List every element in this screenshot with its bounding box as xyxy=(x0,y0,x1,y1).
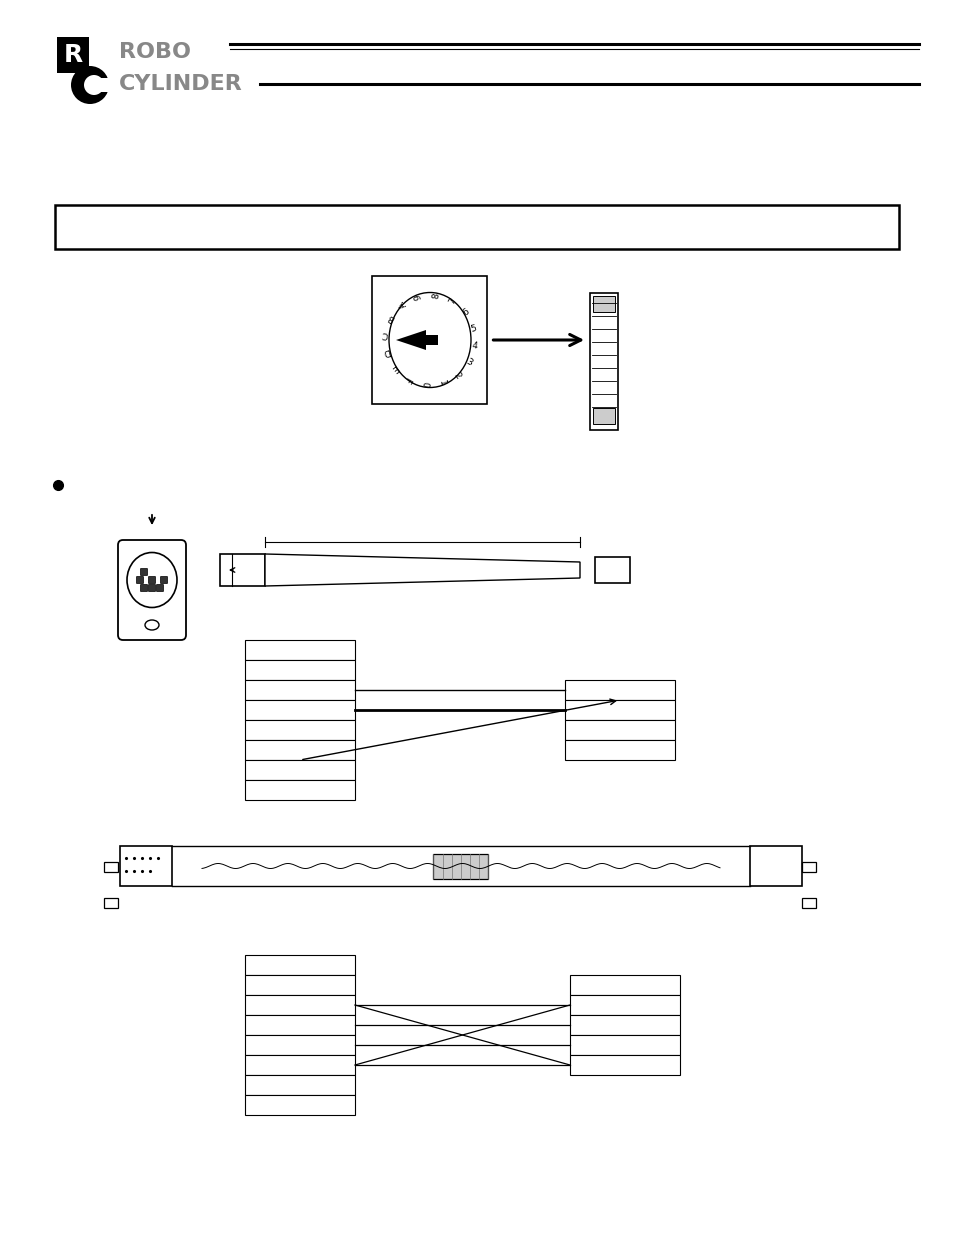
Polygon shape xyxy=(395,330,437,350)
FancyBboxPatch shape xyxy=(245,1035,355,1055)
Text: CYLINDER: CYLINDER xyxy=(119,74,242,94)
FancyBboxPatch shape xyxy=(245,1074,355,1095)
FancyBboxPatch shape xyxy=(220,555,265,585)
Polygon shape xyxy=(265,555,579,585)
Text: 2: 2 xyxy=(452,370,462,380)
FancyBboxPatch shape xyxy=(564,700,675,720)
FancyBboxPatch shape xyxy=(245,760,355,781)
Text: 1: 1 xyxy=(436,379,446,388)
FancyBboxPatch shape xyxy=(149,577,155,583)
FancyBboxPatch shape xyxy=(120,846,172,885)
FancyBboxPatch shape xyxy=(118,540,186,640)
FancyBboxPatch shape xyxy=(140,584,148,592)
Text: B: B xyxy=(386,312,395,322)
Text: E: E xyxy=(389,362,399,373)
FancyBboxPatch shape xyxy=(245,1015,355,1035)
FancyBboxPatch shape xyxy=(91,78,111,91)
FancyBboxPatch shape xyxy=(160,577,168,583)
FancyBboxPatch shape xyxy=(569,995,679,1015)
Text: 3: 3 xyxy=(464,357,474,368)
FancyBboxPatch shape xyxy=(136,577,143,583)
FancyBboxPatch shape xyxy=(140,568,148,576)
FancyBboxPatch shape xyxy=(801,898,815,908)
Text: 4: 4 xyxy=(471,341,477,351)
FancyBboxPatch shape xyxy=(569,974,679,995)
FancyBboxPatch shape xyxy=(564,680,675,700)
FancyBboxPatch shape xyxy=(245,955,355,974)
Text: 5: 5 xyxy=(469,324,476,333)
Ellipse shape xyxy=(389,293,471,388)
Ellipse shape xyxy=(127,552,177,608)
FancyBboxPatch shape xyxy=(749,846,801,885)
Text: 8: 8 xyxy=(431,291,440,299)
FancyBboxPatch shape xyxy=(433,853,488,878)
FancyBboxPatch shape xyxy=(245,680,355,700)
Text: A: A xyxy=(396,299,408,310)
FancyBboxPatch shape xyxy=(104,898,118,908)
FancyBboxPatch shape xyxy=(569,1055,679,1074)
Text: D: D xyxy=(381,346,391,357)
FancyBboxPatch shape xyxy=(156,584,163,592)
FancyBboxPatch shape xyxy=(564,740,675,760)
Text: 0: 0 xyxy=(419,382,429,388)
FancyBboxPatch shape xyxy=(55,205,898,249)
Text: C: C xyxy=(381,330,389,338)
FancyBboxPatch shape xyxy=(245,659,355,680)
FancyBboxPatch shape xyxy=(801,862,815,872)
Circle shape xyxy=(84,75,104,95)
FancyBboxPatch shape xyxy=(593,408,615,424)
Text: F: F xyxy=(402,374,413,383)
FancyBboxPatch shape xyxy=(245,1095,355,1115)
FancyBboxPatch shape xyxy=(593,296,615,312)
FancyBboxPatch shape xyxy=(245,1055,355,1074)
FancyBboxPatch shape xyxy=(245,995,355,1015)
Text: ROBO: ROBO xyxy=(119,42,191,62)
FancyBboxPatch shape xyxy=(569,1035,679,1055)
Text: R: R xyxy=(63,43,83,67)
FancyBboxPatch shape xyxy=(245,700,355,720)
FancyBboxPatch shape xyxy=(57,37,89,73)
Text: 7: 7 xyxy=(447,296,457,306)
FancyBboxPatch shape xyxy=(595,557,629,583)
FancyBboxPatch shape xyxy=(245,781,355,800)
Ellipse shape xyxy=(145,620,159,630)
FancyBboxPatch shape xyxy=(245,640,355,659)
FancyBboxPatch shape xyxy=(104,862,118,872)
FancyBboxPatch shape xyxy=(589,293,618,430)
FancyBboxPatch shape xyxy=(245,720,355,740)
Circle shape xyxy=(71,65,109,104)
Text: 6: 6 xyxy=(460,308,470,317)
FancyBboxPatch shape xyxy=(245,740,355,760)
FancyBboxPatch shape xyxy=(569,1015,679,1035)
FancyBboxPatch shape xyxy=(149,584,155,592)
FancyBboxPatch shape xyxy=(245,974,355,995)
FancyBboxPatch shape xyxy=(564,720,675,740)
FancyBboxPatch shape xyxy=(372,275,487,404)
Text: 9: 9 xyxy=(413,293,423,300)
